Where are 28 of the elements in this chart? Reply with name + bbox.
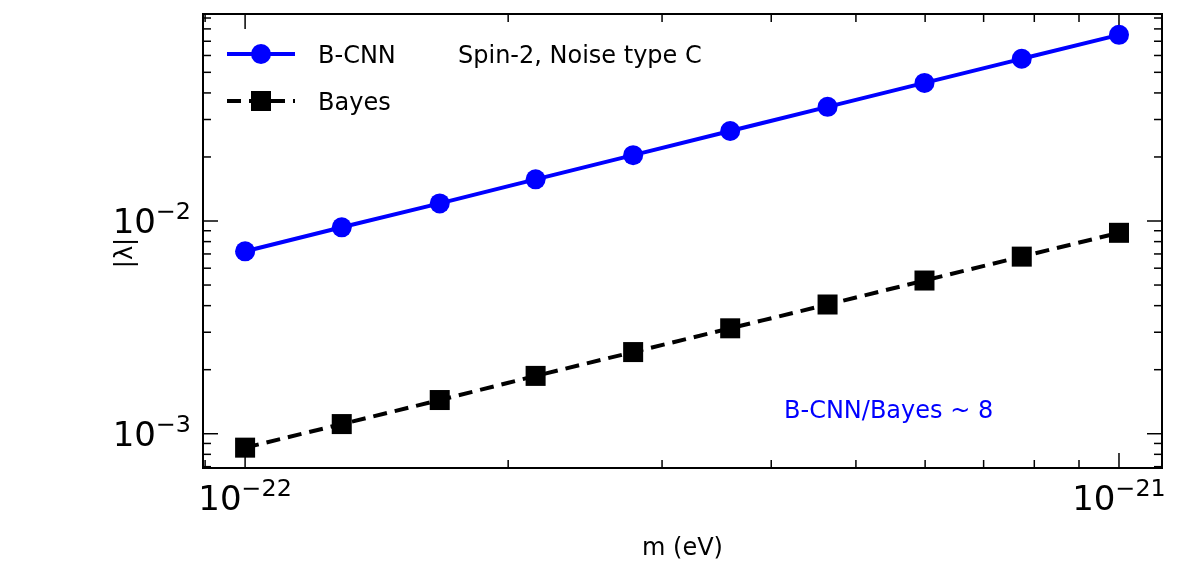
x-tick-label: 10$^{−22}$ bbox=[198, 474, 292, 518]
point bbox=[1011, 48, 1032, 69]
x-axis-title: m (eV) bbox=[642, 533, 723, 561]
point bbox=[235, 241, 256, 262]
point bbox=[1108, 24, 1129, 45]
point bbox=[429, 390, 450, 411]
point bbox=[1108, 222, 1129, 243]
point bbox=[331, 414, 352, 435]
point bbox=[817, 96, 838, 117]
point bbox=[525, 169, 546, 190]
x-tick-label: 10$^{−21}$ bbox=[1072, 474, 1166, 518]
legend-label: B-CNN bbox=[318, 41, 396, 69]
point bbox=[235, 437, 256, 458]
point bbox=[623, 145, 644, 166]
point bbox=[720, 120, 741, 141]
point bbox=[914, 270, 935, 291]
point bbox=[817, 294, 838, 315]
point bbox=[525, 365, 546, 386]
annotation: B-CNN/Bayes ~ 8 bbox=[784, 396, 994, 424]
y-tick-label: 10$^{−3}$ bbox=[112, 409, 191, 454]
point bbox=[429, 193, 450, 214]
point bbox=[914, 72, 935, 93]
point bbox=[623, 342, 644, 363]
point bbox=[720, 318, 741, 339]
legend-label: Bayes bbox=[318, 88, 391, 116]
annotation: Spin-2, Noise type C bbox=[458, 41, 702, 69]
point bbox=[1011, 246, 1032, 267]
point bbox=[331, 217, 352, 238]
